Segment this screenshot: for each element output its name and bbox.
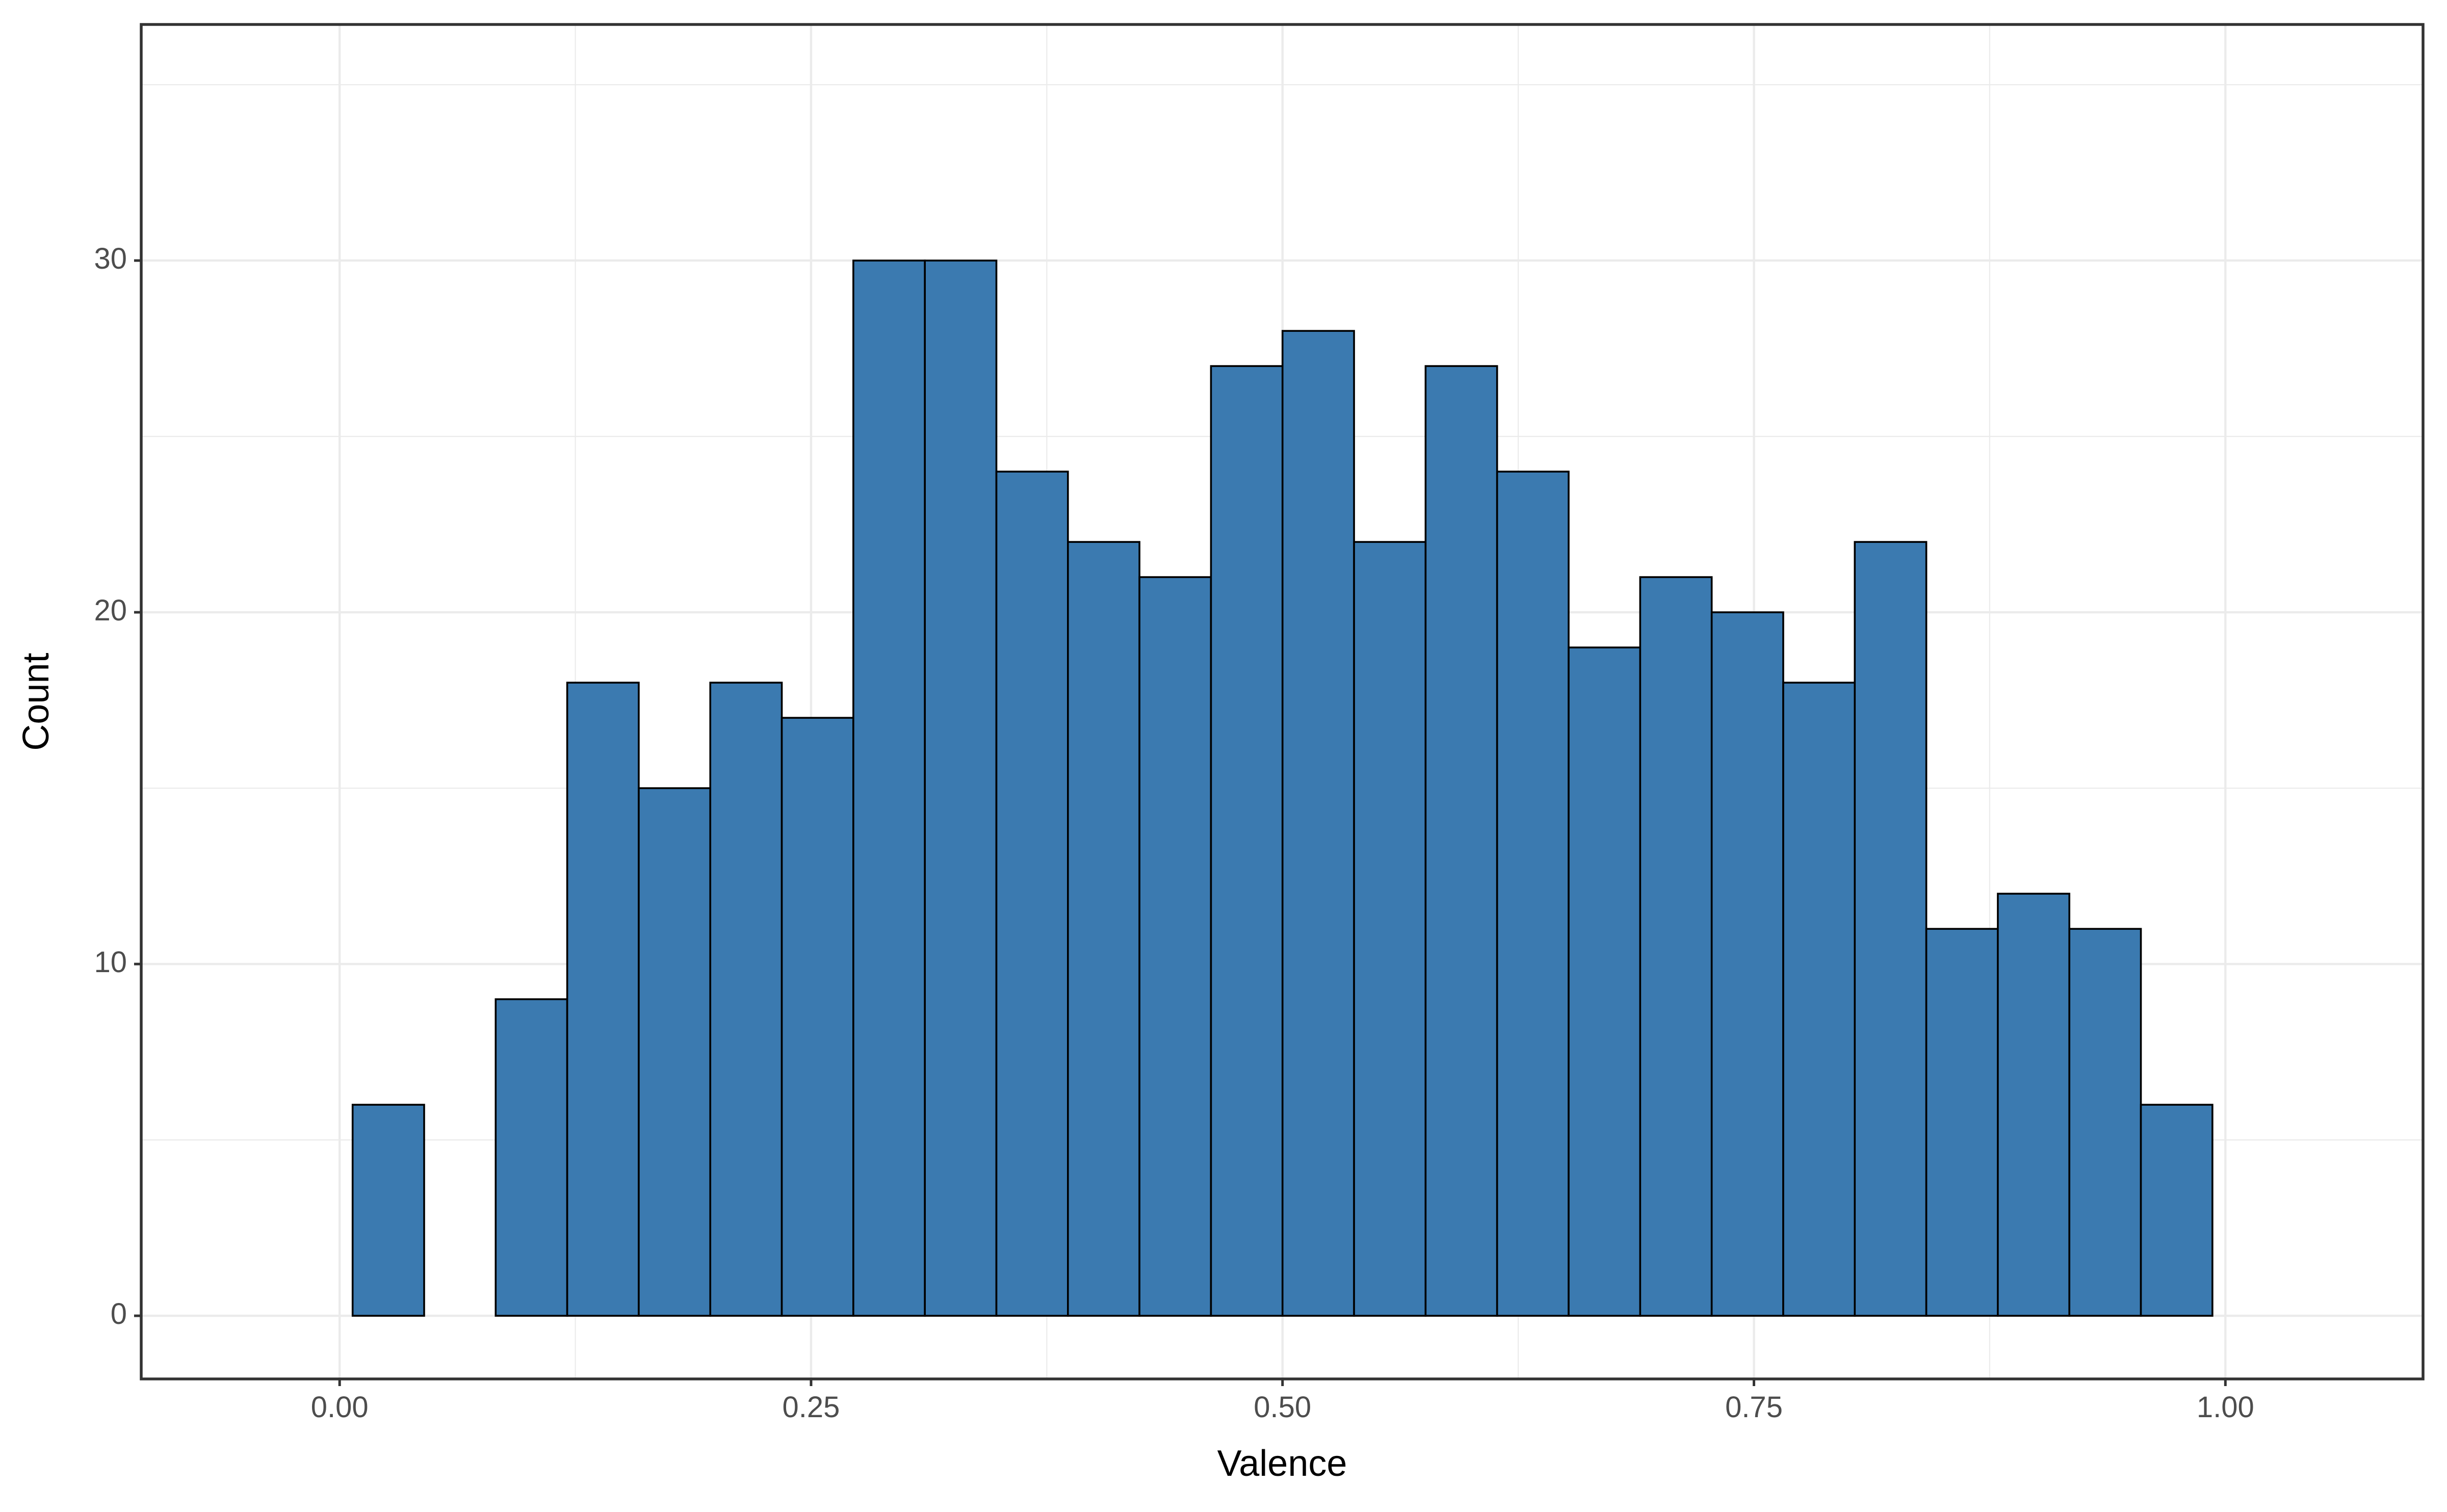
svg-text:0.00: 0.00 (311, 1391, 369, 1424)
svg-text:0.75: 0.75 (1725, 1391, 1783, 1424)
svg-text:Valence: Valence (1217, 1443, 1347, 1484)
svg-text:0.25: 0.25 (783, 1391, 840, 1424)
svg-text:0: 0 (111, 1297, 127, 1331)
svg-text:30: 30 (94, 242, 127, 275)
svg-text:Count: Count (16, 653, 57, 750)
svg-text:10: 10 (94, 946, 127, 979)
svg-text:20: 20 (94, 594, 127, 627)
svg-text:1.00: 1.00 (2197, 1391, 2254, 1424)
svg-text:0.50: 0.50 (1254, 1391, 1311, 1424)
